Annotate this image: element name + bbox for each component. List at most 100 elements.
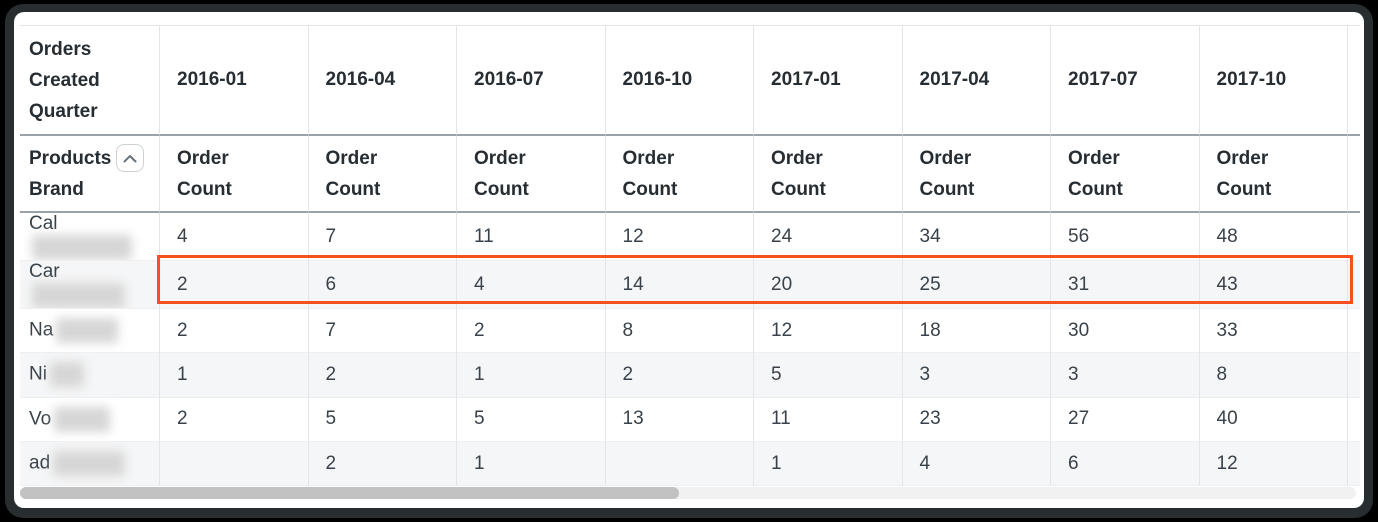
pivot-table: Orders Created Quarter 2016-01 2016-04 2016… — [20, 25, 1360, 487]
column-header-2017-01[interactable]: 2017-01 — [753, 26, 902, 136]
order-count-cell[interactable]: 48 — [1198, 213, 1347, 261]
table-panel: Orders Created Quarter 2016-01 2016-04 2016… — [14, 12, 1364, 508]
measure-header-order-count-2017-07[interactable]: Order Count — [1050, 136, 1199, 213]
order-count-cell[interactable]: 2 — [159, 309, 308, 354]
order-count-cell[interactable]: 8 — [604, 309, 753, 354]
order-count-cell[interactable]: 2 — [456, 309, 605, 354]
order-count-cell[interactable]: 4 — [159, 213, 308, 261]
brand-label-cell[interactable]: ad — [20, 441, 159, 487]
quarter-header-row: Orders Created Quarter 2016-01 2016-04 2016… — [20, 26, 1360, 136]
order-count-cell[interactable]: 24 — [753, 213, 902, 261]
order-count-cell[interactable]: 2 — [159, 261, 308, 309]
sort-ascending-button[interactable] — [116, 144, 145, 173]
column-header-2016-01[interactable]: 2016-01 — [159, 26, 308, 136]
row-dimension-header-products-brand[interactable]: Products Brand — [20, 136, 159, 213]
table-row-na: Na 2 7 2 8 12 18 30 33 — [20, 309, 1360, 354]
order-count-cell[interactable]: 18 — [901, 309, 1050, 354]
measure-header-order-count-2016-04[interactable]: Order Count — [307, 136, 456, 213]
column-header-2016-07[interactable]: 2016-07 — [456, 26, 605, 136]
order-count-cell[interactable]: 1 — [159, 353, 308, 398]
measure-header-label: Order Count — [1068, 147, 1123, 200]
order-count-cell[interactable]: 43 — [1198, 261, 1347, 309]
redacted-brand-text — [49, 362, 84, 388]
order-count-cell[interactable]: 1 — [456, 353, 605, 398]
brand-label-cell[interactable]: Vo — [20, 397, 159, 442]
partial-column-cell — [1347, 441, 1360, 487]
order-count-cell[interactable]: 13 — [604, 397, 753, 442]
measure-header-order-count-2017-01[interactable]: Order Count — [753, 136, 902, 213]
partial-column-cell — [1347, 261, 1360, 309]
brand-label-prefix: Cal — [29, 213, 58, 234]
brand-label-cell[interactable]: Na — [20, 309, 159, 354]
redacted-brand-text — [53, 451, 126, 477]
partial-column-cell — [1347, 397, 1360, 442]
measure-header-label: Order Count — [622, 147, 678, 200]
order-count-cell[interactable]: 5 — [753, 353, 902, 398]
order-count-cell[interactable]: 12 — [604, 213, 753, 261]
order-count-cell[interactable]: 27 — [1050, 397, 1199, 442]
table-row-ni: Ni 1 2 1 2 5 3 3 8 — [20, 353, 1360, 398]
brand-label-cell[interactable]: Ni — [20, 353, 159, 398]
measure-header-order-count-2016-01[interactable]: Order Count — [159, 136, 308, 213]
order-count-cell[interactable]: 34 — [901, 213, 1050, 261]
measure-header-order-count-2017-04[interactable]: Order Count — [901, 136, 1050, 213]
order-count-cell[interactable]: 4 — [901, 441, 1050, 487]
order-count-cell[interactable]: 4 — [456, 261, 605, 309]
order-count-cell[interactable]: 5 — [456, 397, 605, 442]
order-count-cell[interactable]: 1 — [753, 441, 902, 487]
table-row-ad: ad 2 1 1 4 6 12 — [20, 441, 1360, 487]
order-count-cell[interactable]: 2 — [307, 441, 456, 487]
order-count-cell[interactable]: 11 — [456, 213, 605, 261]
order-count-cell[interactable]: 56 — [1050, 213, 1199, 261]
order-count-cell[interactable]: 6 — [1050, 441, 1199, 487]
order-count-cell[interactable]: 3 — [901, 353, 1050, 398]
column-header-2016-10[interactable]: 2016-10 — [604, 26, 753, 136]
order-count-cell[interactable]: 33 — [1198, 309, 1347, 354]
table-row-car: Car 2 6 4 14 20 25 31 43 — [20, 261, 1360, 309]
order-count-cell[interactable]: 11 — [753, 397, 902, 442]
order-count-cell[interactable]: 23 — [901, 397, 1050, 442]
order-count-cell[interactable]: 3 — [1050, 353, 1199, 398]
corner-header-orders-created-quarter: Orders Created Quarter — [20, 26, 159, 136]
partial-column-header — [1347, 26, 1360, 136]
order-count-cell[interactable]: 7 — [307, 309, 456, 354]
scrollbar-thumb[interactable] — [20, 487, 679, 499]
order-count-cell[interactable]: 2 — [307, 353, 456, 398]
brand-label-cell[interactable]: Car — [20, 261, 159, 309]
order-count-cell[interactable]: 14 — [604, 261, 753, 309]
measure-header-order-count-2017-10[interactable]: Order Count — [1198, 136, 1347, 213]
order-count-cell[interactable]: 2 — [604, 353, 753, 398]
measure-header-row: Products Brand Order Count Order Count Orde… — [20, 136, 1360, 213]
order-count-cell[interactable]: 7 — [307, 213, 456, 261]
horizontal-scrollbar[interactable] — [20, 487, 1356, 499]
row-dimension-word: Brand — [29, 178, 84, 200]
partial-column-cell — [1347, 309, 1360, 354]
order-count-cell[interactable] — [159, 441, 308, 487]
column-header-2017-10[interactable]: 2017-10 — [1198, 26, 1347, 136]
order-count-cell[interactable]: 2 — [159, 397, 308, 442]
order-count-cell[interactable]: 20 — [753, 261, 902, 309]
brand-label-prefix: Na — [29, 319, 54, 341]
order-count-cell[interactable]: 40 — [1198, 397, 1347, 442]
order-count-cell[interactable]: 30 — [1050, 309, 1199, 354]
order-count-cell[interactable]: 31 — [1050, 261, 1199, 309]
column-header-2017-07[interactable]: 2017-07 — [1050, 26, 1199, 136]
order-count-cell[interactable]: 5 — [307, 397, 456, 442]
partial-column-cell — [1347, 353, 1360, 398]
brand-label-cell[interactable]: Cal — [20, 213, 159, 261]
column-header-2016-04[interactable]: 2016-04 — [307, 26, 456, 136]
order-count-cell[interactable]: 12 — [1198, 441, 1347, 487]
measure-header-label: Order Count — [1216, 147, 1272, 200]
column-header-2017-04[interactable]: 2017-04 — [901, 26, 1050, 136]
brand-label-prefix: Ni — [29, 363, 47, 385]
order-count-cell[interactable] — [604, 441, 753, 487]
order-count-cell[interactable]: 25 — [901, 261, 1050, 309]
measure-header-order-count-2016-10[interactable]: Order Count — [604, 136, 753, 213]
order-count-cell[interactable]: 6 — [307, 261, 456, 309]
partial-column-measure-header — [1347, 136, 1360, 213]
measure-header-order-count-2016-07[interactable]: Order Count — [456, 136, 605, 213]
order-count-cell[interactable]: 8 — [1198, 353, 1347, 398]
order-count-cell[interactable]: 12 — [753, 309, 902, 354]
order-count-cell[interactable]: 1 — [456, 441, 605, 487]
redacted-brand-text — [56, 318, 119, 344]
